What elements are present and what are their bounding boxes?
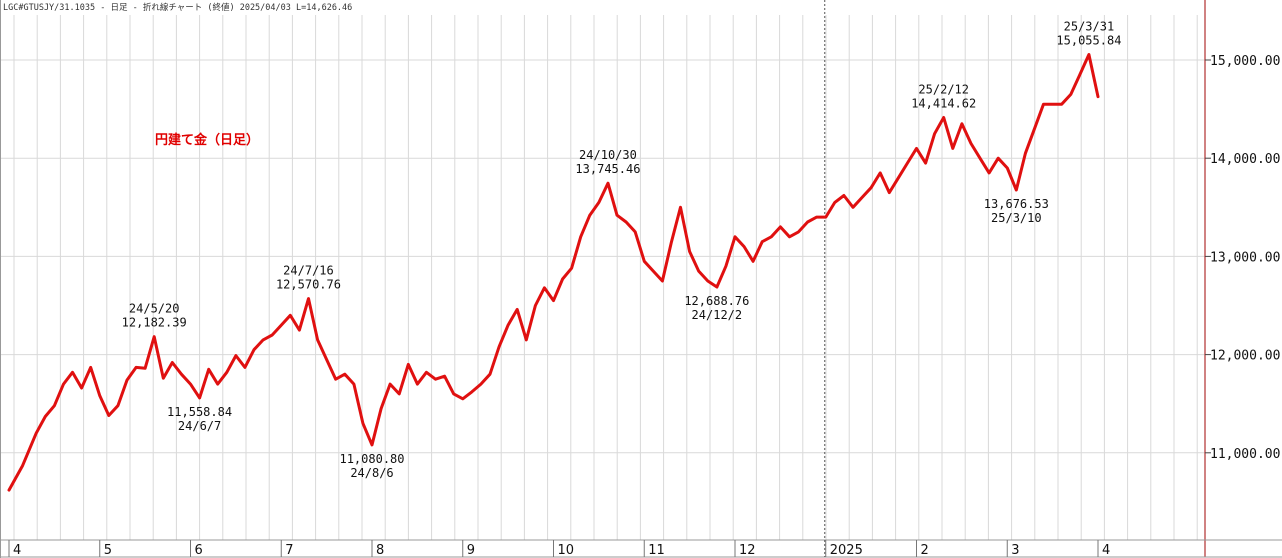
- annotation-label: 11,558.84: [167, 405, 232, 419]
- x-axis: 4 5 6 7 8 9 10 11 12 2025 2 3 4: [8, 540, 1110, 558]
- annotation-label: 24/12/2: [692, 308, 743, 322]
- x-tick-label: 6: [195, 543, 203, 558]
- annotation-label: 25/2/12: [918, 82, 969, 96]
- annotation-label: 25/3/31: [1064, 20, 1115, 34]
- x-tick-label: 9: [467, 543, 475, 558]
- x-tick-label: 4: [1102, 543, 1110, 558]
- y-tick-label: 11,000.00: [1210, 447, 1280, 462]
- series-layer: [7, 53, 1100, 492]
- x-tick-label: 11: [648, 543, 665, 558]
- annotations: 24/5/2012,182.3911,558.8424/6/724/7/1612…: [122, 20, 1122, 480]
- y-tick-label: 13,000.00: [1210, 250, 1280, 265]
- chart-title: 円建て金（日足）: [155, 132, 259, 148]
- annotation-label: 14,414.62: [911, 96, 976, 110]
- price-line: [7, 53, 1100, 492]
- x-tick-label: 4: [13, 543, 21, 558]
- annotation-label: 12,182.39: [122, 316, 187, 330]
- y-tick-label: 14,000.00: [1210, 152, 1280, 167]
- x-tick-label: 5: [104, 543, 112, 558]
- x-tick-label: 3: [1011, 543, 1019, 558]
- annotation-label: 24/7/16: [283, 264, 334, 278]
- y-axis: 11,000.00 12,000.00 13,000.00 14,000.00 15,0…: [1205, 54, 1280, 462]
- x-tick-label: 2: [921, 543, 929, 558]
- annotation-label: 24/8/6: [350, 466, 393, 480]
- annotation-label: 13,676.53: [984, 197, 1049, 211]
- grid: [0, 15, 1205, 540]
- annotation-label: 24/6/7: [178, 419, 221, 433]
- annotation-label: 24/5/20: [129, 302, 180, 316]
- x-tick-label: 10: [558, 543, 575, 558]
- x-tick-label: 2025: [830, 543, 863, 558]
- annotation-label: 11,080.80: [339, 452, 404, 466]
- annotation-label: 24/10/30: [579, 148, 637, 162]
- x-tick-label: 8: [376, 543, 384, 558]
- annotation-label: 12,688.76: [684, 294, 749, 308]
- chart-header: LGC#GTUSJY/31.1035 - 日足 - 折れ線チャート (終値) 2…: [3, 2, 352, 13]
- x-tick-label: 7: [285, 543, 293, 558]
- annotation-label: 25/3/10: [991, 211, 1042, 225]
- y-tick-label: 15,000.00: [1210, 54, 1280, 69]
- y-tick-label: 12,000.00: [1210, 349, 1280, 364]
- annotation-label: 12,570.76: [276, 278, 341, 292]
- annotation-label: 15,055.84: [1056, 34, 1121, 48]
- x-tick-label: 12: [739, 543, 756, 558]
- annotation-label: 13,745.46: [575, 162, 640, 176]
